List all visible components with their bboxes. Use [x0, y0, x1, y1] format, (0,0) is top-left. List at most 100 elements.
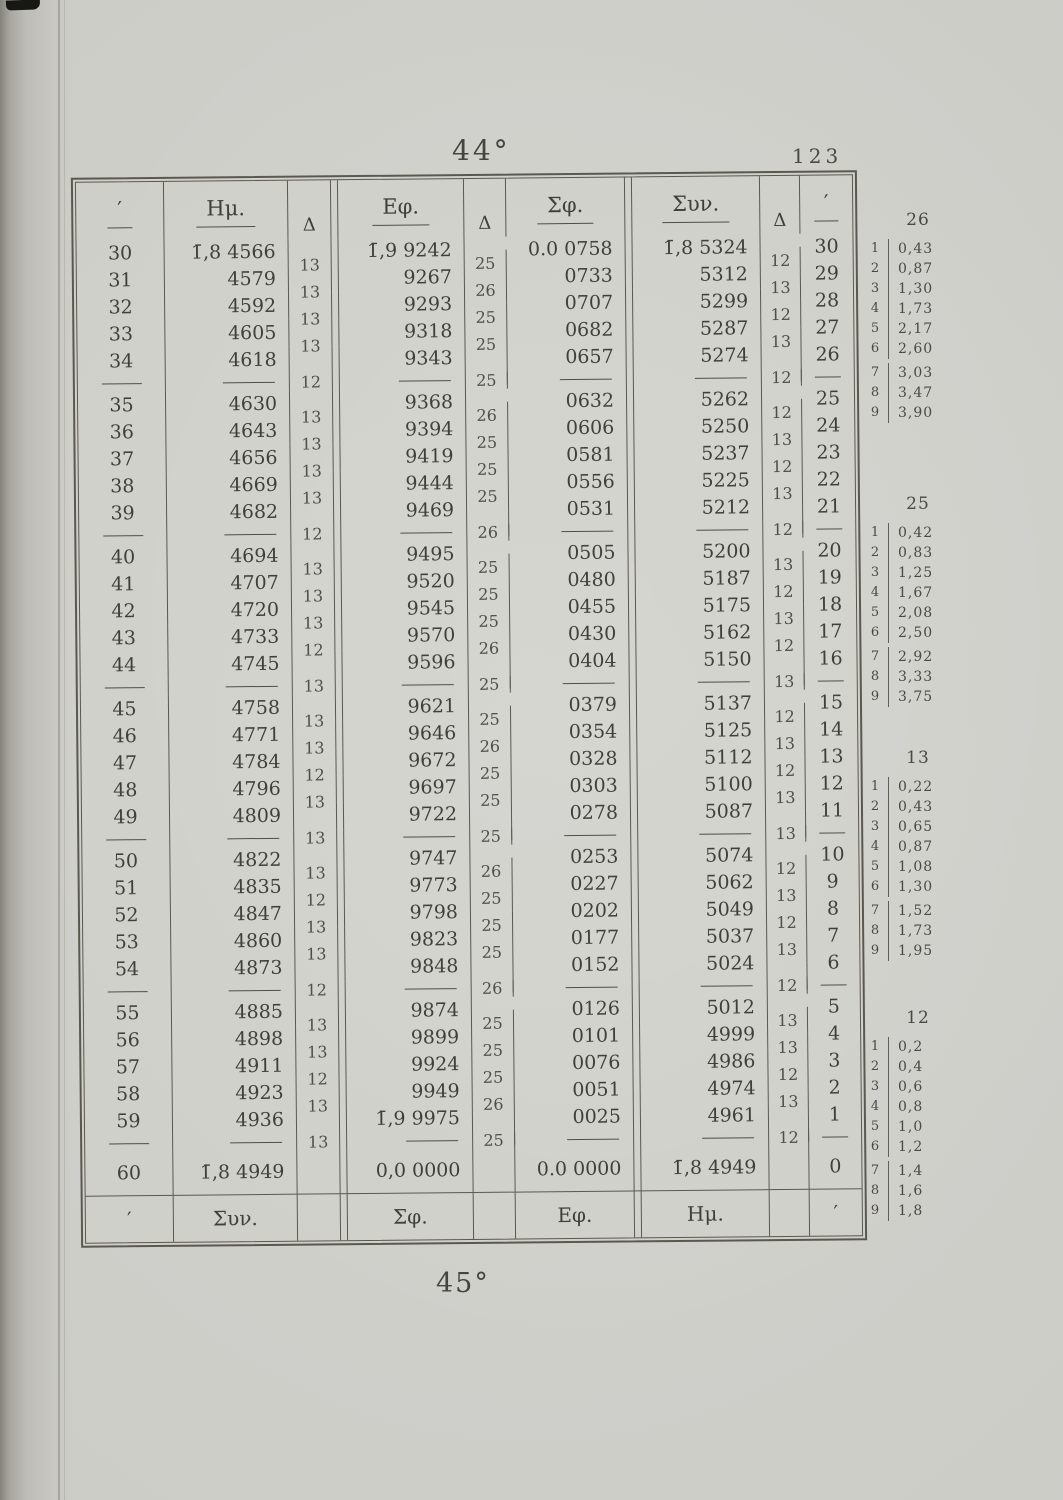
minutes-right-value: 22	[816, 468, 842, 491]
hm-value: 4873	[171, 954, 296, 983]
syn-value: 5087	[637, 798, 767, 827]
degree-heading-bottom: 45°	[436, 1268, 490, 1299]
prop-parts-value: 1,25	[888, 563, 933, 583]
prop-parts-value: 1,6	[888, 1181, 923, 1201]
hm-delta-value: 12	[303, 640, 324, 660]
minutes-left-value: 43	[80, 624, 169, 653]
group-separator	[802, 368, 854, 385]
prop-parts-row: 7 2,92	[862, 647, 1012, 667]
column-separator	[332, 417, 341, 445]
ef-delta-value: 25	[467, 553, 510, 582]
hm-value: 4860	[171, 927, 296, 956]
separator-dash	[702, 1137, 755, 1139]
prop-parts-multiplier: 2	[870, 1059, 880, 1074]
book-binding-shadow	[0, 0, 72, 1500]
separator-dash	[822, 1136, 849, 1138]
hm-value: 4911	[172, 1052, 297, 1081]
column-separator	[335, 775, 344, 803]
group-separator	[339, 372, 466, 391]
minutes-right-value: 18	[817, 593, 843, 616]
ef-value: 9848	[345, 952, 472, 982]
prop-parts-row: 3 1,30	[862, 279, 1012, 299]
column-separator	[624, 235, 633, 263]
table-inner-frame: ′ Ημ. Δ Εφ. Δ Σφ. Συν. Δ ′ 30 1̄,8 4566 13…	[74, 174, 864, 1244]
column-separator	[627, 566, 636, 594]
column-separator	[628, 620, 637, 648]
separator-dash	[561, 530, 614, 533]
hm-delta-value: 12	[307, 1069, 328, 1089]
ef-delta-value: 25	[470, 911, 514, 939]
prop-parts-multiplier: 8	[870, 385, 880, 400]
column-separator	[624, 262, 633, 290]
syn-value: 5100	[637, 771, 766, 800]
syn-value: 5287	[633, 315, 762, 344]
syn-delta-value: 13	[763, 550, 804, 579]
prop-parts-row: 1 0,2	[862, 1037, 1012, 1057]
prop-parts-row: 1 0,43	[862, 239, 1012, 259]
hm-delta-value	[295, 967, 337, 994]
syn-value: 4961	[640, 1102, 770, 1131]
prop-parts-value: 0,6	[888, 1077, 923, 1097]
minutes-left-value: 58	[84, 1080, 173, 1109]
hm-value: 4822	[170, 846, 295, 875]
separator-dash	[567, 1138, 620, 1141]
syn-value: 5037	[639, 923, 768, 952]
footer-empty	[769, 1189, 811, 1237]
syn-delta-value: 12	[761, 300, 802, 329]
group-separator	[633, 369, 762, 388]
prop-parts-row: 6 1,2	[862, 1137, 1012, 1157]
minutes-left-value: 51	[82, 874, 171, 903]
syn-delta-value: 13	[768, 1033, 809, 1062]
column-separator	[333, 542, 342, 570]
syn-value: 5312	[632, 261, 761, 290]
prop-parts-value: 1,8	[888, 1201, 923, 1221]
sf-value: 0455	[567, 595, 617, 619]
sf-value: 0505	[567, 541, 616, 565]
column-separator	[628, 674, 637, 692]
prop-parts-row: 1 0,42	[862, 523, 1012, 543]
ef-delta-value: 26	[464, 276, 508, 305]
minutes-left-value: 40	[79, 543, 168, 572]
minutes-right-value: 3	[828, 1049, 841, 1072]
ef-delta-value	[470, 813, 513, 841]
syn-value: 1̄,8 5324	[632, 234, 761, 263]
column-separator	[627, 539, 636, 567]
column-separator	[334, 677, 343, 695]
prop-parts-row: 4 1,73	[862, 299, 1012, 319]
ef-delta-value: 25	[469, 759, 512, 787]
column-header-cotangent: Σφ.	[506, 177, 625, 236]
syn-delta-value: 13	[766, 881, 807, 910]
minutes-left-value: 55	[83, 999, 173, 1028]
column-separator	[332, 444, 341, 472]
separator-dash	[562, 682, 615, 685]
separator-dash	[108, 1143, 149, 1145]
ef-delta-value: 25	[466, 482, 510, 511]
ef-value: 9596	[342, 649, 469, 678]
footer-empty	[298, 1194, 340, 1240]
prop-parts-multiplier: 7	[870, 365, 880, 380]
column-separator	[631, 995, 641, 1023]
hm-value: 4809	[169, 802, 295, 831]
syn-delta-value: 13	[762, 425, 803, 454]
prop-parts-value: 1,4	[888, 1161, 923, 1181]
hm-delta-value	[290, 359, 332, 386]
group-separator	[80, 678, 169, 697]
sf-value: 0227	[570, 872, 619, 896]
minutes-left-value: 36	[78, 418, 167, 447]
column-separator	[337, 927, 346, 955]
minutes-left-value: 60	[85, 1151, 174, 1197]
minutes-left-value: 56	[84, 1026, 173, 1055]
minutes-left-value: 41	[79, 570, 168, 599]
prop-parts-body: 1 0,2 2 0,4 3 0,6 4 0,8 5 1,0 6 1,2 7 1,4 8 1,6 9 1,8	[862, 1037, 1012, 1221]
prop-parts-multiplier: 1	[870, 779, 880, 794]
prop-parts-multiplier: 4	[870, 585, 880, 600]
minutes-left-value: 49	[81, 803, 171, 832]
prop-parts-row: 7 3,03	[862, 363, 1012, 383]
hm-value: 4898	[172, 1025, 297, 1054]
prop-parts-row: 8 3,33	[862, 667, 1012, 687]
hm-delta-value: 13	[301, 488, 323, 508]
syn-value: 5012	[639, 994, 769, 1023]
column-header-delta: Δ	[463, 178, 507, 238]
ef-value: 1̄,9 9975	[346, 1104, 474, 1134]
syn-delta-value	[763, 506, 804, 535]
